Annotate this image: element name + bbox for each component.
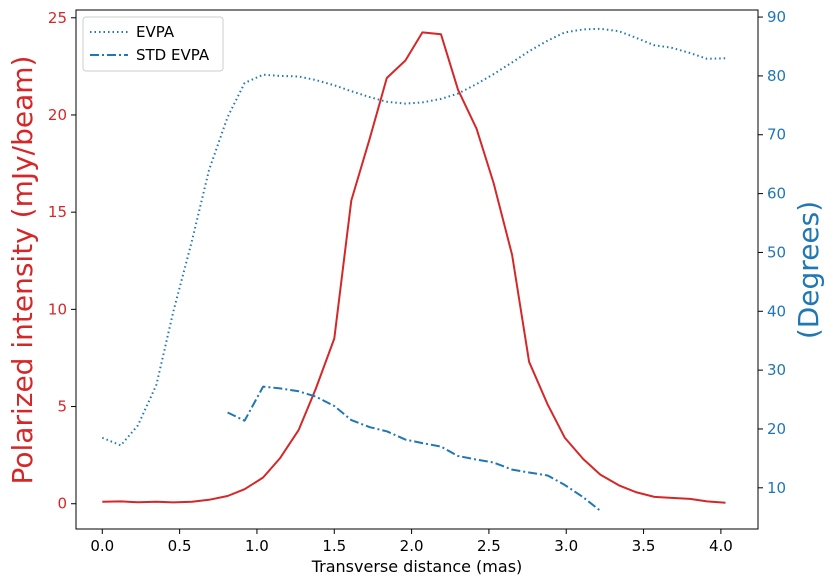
- x-tick-label: 4.0: [709, 537, 733, 555]
- x-tick-label: 0.0: [90, 537, 114, 555]
- x-tick-label: 3.5: [632, 537, 656, 555]
- plot-area: [76, 10, 758, 529]
- right-tick-label: 40: [767, 302, 786, 320]
- series-layer: [101, 27, 726, 512]
- right-tick-label: 90: [767, 8, 786, 26]
- polarized-intensity-line: [102, 31, 726, 504]
- right-axis-ticks: 10 20 30 40 50 60 70 80 90: [758, 8, 786, 497]
- x-axis-title: Transverse distance (mas): [311, 557, 523, 576]
- right-tick-label: 70: [767, 126, 786, 144]
- x-tick-label: 0.5: [168, 537, 192, 555]
- right-tick-label: 60: [767, 185, 786, 203]
- left-tick-label: 15: [48, 203, 67, 221]
- left-axis-ticks: 0 5 10 15 20 25: [48, 9, 76, 513]
- legend: EVPA STD EVPA: [82, 16, 224, 72]
- right-tick-label: 80: [767, 67, 786, 85]
- right-tick-label: 20: [767, 420, 786, 438]
- right-tick-label: 10: [767, 479, 786, 497]
- left-tick-label: 0: [57, 495, 67, 513]
- x-tick-label: 3.0: [554, 537, 578, 555]
- right-tick-label: 30: [767, 361, 786, 379]
- x-tick-label: 1.5: [322, 537, 346, 555]
- left-axis-title: Polarized intensity (mJy/beam): [6, 56, 39, 485]
- x-axis-ticks: 0.0 0.5 1.0 1.5 2.0 2.5 3.0 3.5 4.0: [90, 529, 733, 555]
- right-tick-label: 50: [767, 243, 786, 261]
- left-tick-label: 10: [48, 300, 67, 318]
- x-tick-label: 1.0: [245, 537, 269, 555]
- left-tick-label: 20: [48, 106, 67, 124]
- legend-label-std-evpa: STD EVPA: [136, 46, 210, 64]
- evpa-line: [101, 27, 726, 447]
- left-tick-label: 5: [57, 398, 67, 416]
- left-tick-label: 25: [48, 9, 67, 27]
- x-tick-label: 2.5: [477, 537, 501, 555]
- right-axis-title: (Degrees): [792, 201, 825, 339]
- legend-label-evpa: EVPA: [136, 23, 175, 41]
- plot-frame: [75, 9, 759, 530]
- legend-box: [82, 16, 224, 72]
- x-tick-label: 2.0: [400, 537, 424, 555]
